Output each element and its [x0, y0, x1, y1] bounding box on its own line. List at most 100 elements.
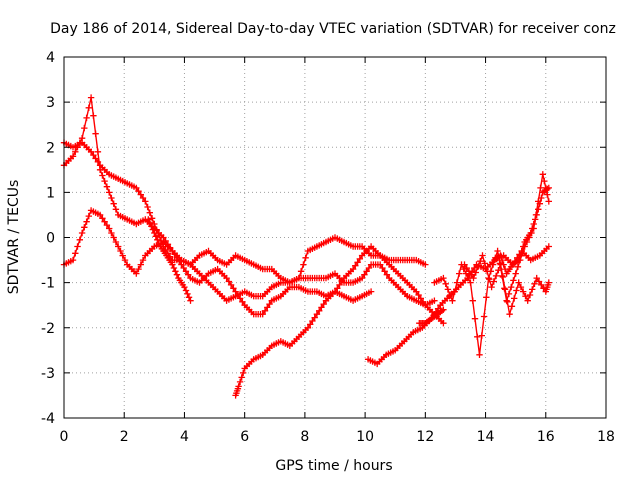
data-point [463, 264, 470, 272]
data-point [483, 268, 491, 275]
data-point [478, 332, 485, 339]
data-point [309, 317, 316, 325]
plot-area [60, 94, 552, 399]
data-point [133, 270, 140, 277]
data-point [541, 177, 548, 185]
data-point [467, 279, 474, 286]
data-point [494, 247, 501, 255]
x-tick-label: 10 [356, 429, 374, 445]
data-point [185, 271, 192, 278]
data-point [182, 287, 190, 294]
data-point [316, 307, 323, 314]
data-point [545, 243, 552, 250]
data-point [508, 303, 516, 310]
data-point [185, 294, 193, 301]
x-tick-label: 16 [537, 429, 555, 445]
data-point [320, 300, 327, 308]
data-point [184, 290, 191, 298]
data-point [133, 184, 140, 192]
data-point [240, 369, 247, 377]
data-point [471, 315, 479, 322]
x-tick-label: 2 [120, 429, 129, 445]
data-point [367, 288, 375, 295]
x-tick-label: 8 [300, 429, 309, 445]
data-point [381, 268, 388, 275]
data-point [239, 298, 246, 305]
data-point [358, 274, 366, 282]
data-point [511, 295, 518, 302]
data-point [489, 261, 497, 268]
data-point [225, 278, 233, 285]
data-point [313, 311, 321, 318]
data-point [517, 252, 524, 259]
data-point [545, 198, 552, 205]
y-tick-label: 1 [46, 185, 55, 201]
data-point [112, 206, 120, 213]
data-point [492, 272, 500, 280]
data-point [515, 256, 522, 264]
data-point [139, 194, 147, 202]
data-point [90, 151, 97, 159]
data-point [465, 268, 473, 275]
data-point [477, 258, 484, 265]
data-point [152, 233, 159, 240]
data-point [517, 283, 525, 291]
data-point [444, 286, 452, 293]
data-point [377, 261, 384, 268]
data-point [137, 191, 144, 198]
data-point [334, 285, 341, 292]
data-point [356, 255, 363, 263]
data-point [149, 226, 156, 233]
data-point [106, 189, 113, 196]
data-point [545, 184, 552, 192]
data-point [151, 229, 158, 237]
y-tick-label: 3 [46, 95, 55, 111]
data-point [182, 268, 190, 275]
data-point [78, 135, 86, 142]
data-point [81, 224, 88, 231]
data-point [176, 258, 183, 265]
data-point [99, 215, 106, 222]
data-point [538, 281, 545, 289]
data-point [137, 261, 144, 268]
data-point [311, 314, 318, 321]
data-point [501, 286, 509, 293]
data-point [481, 260, 488, 267]
data-point [169, 247, 176, 255]
series-track-i [491, 184, 552, 277]
data-point [499, 273, 507, 281]
data-point [78, 229, 86, 237]
data-point [87, 94, 95, 101]
data-point [144, 203, 151, 211]
data-point [94, 148, 102, 155]
data-point [440, 306, 447, 313]
series-track-b [60, 94, 438, 309]
data-point [101, 177, 108, 185]
x-tick-label: 14 [477, 429, 495, 445]
data-point [232, 288, 239, 295]
data-point [486, 276, 493, 283]
data-point [76, 236, 83, 243]
data-point [236, 378, 244, 386]
data-point [512, 270, 519, 277]
data-point [440, 274, 447, 282]
data-point [336, 281, 343, 289]
data-point [227, 281, 235, 289]
data-point [72, 148, 79, 155]
data-point [535, 278, 543, 285]
data-point [117, 247, 124, 255]
data-point [146, 219, 153, 226]
data-point [92, 130, 99, 137]
data-point [169, 261, 176, 268]
series-track-g [431, 171, 552, 358]
data-point [264, 304, 271, 311]
data-point [349, 265, 357, 273]
data-point [470, 274, 477, 282]
data-point [533, 274, 540, 282]
data-point [110, 234, 117, 241]
data-point [451, 288, 458, 295]
data-point [108, 229, 115, 237]
x-tick-label: 0 [60, 429, 69, 445]
y-tick-label: 2 [46, 140, 55, 156]
